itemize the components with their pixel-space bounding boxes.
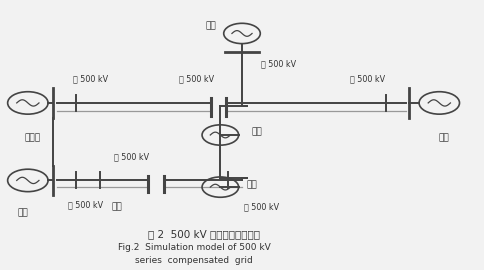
Text: 天生桥: 天生桥 [25, 133, 41, 142]
Text: 岩 500 kV: 岩 500 kV [260, 60, 296, 69]
Text: 图 2  500 kV 串补电网仿真模型: 图 2 500 kV 串补电网仿真模型 [148, 229, 259, 239]
Text: 来 500 kV: 来 500 kV [349, 74, 385, 83]
Text: 马 500 kV: 马 500 kV [68, 200, 103, 209]
Text: 岩滩: 岩滩 [205, 21, 216, 30]
Text: 百色: 百色 [111, 203, 122, 212]
Text: 南宁: 南宁 [246, 180, 257, 189]
Text: 百 500 kV: 百 500 kV [114, 152, 149, 161]
Text: 天 500 kV: 天 500 kV [73, 74, 108, 83]
Text: Fig.2  Simulation model of 500 kV: Fig.2 Simulation model of 500 kV [118, 243, 270, 252]
Text: series  compensated  grid: series compensated grid [135, 256, 253, 265]
Text: 平 500 kV: 平 500 kV [179, 74, 214, 83]
Text: 来宾: 来宾 [439, 133, 450, 142]
Text: 南 500 kV: 南 500 kV [243, 203, 279, 212]
Text: 马窝: 马窝 [18, 208, 29, 217]
Text: 平果: 平果 [251, 128, 262, 137]
